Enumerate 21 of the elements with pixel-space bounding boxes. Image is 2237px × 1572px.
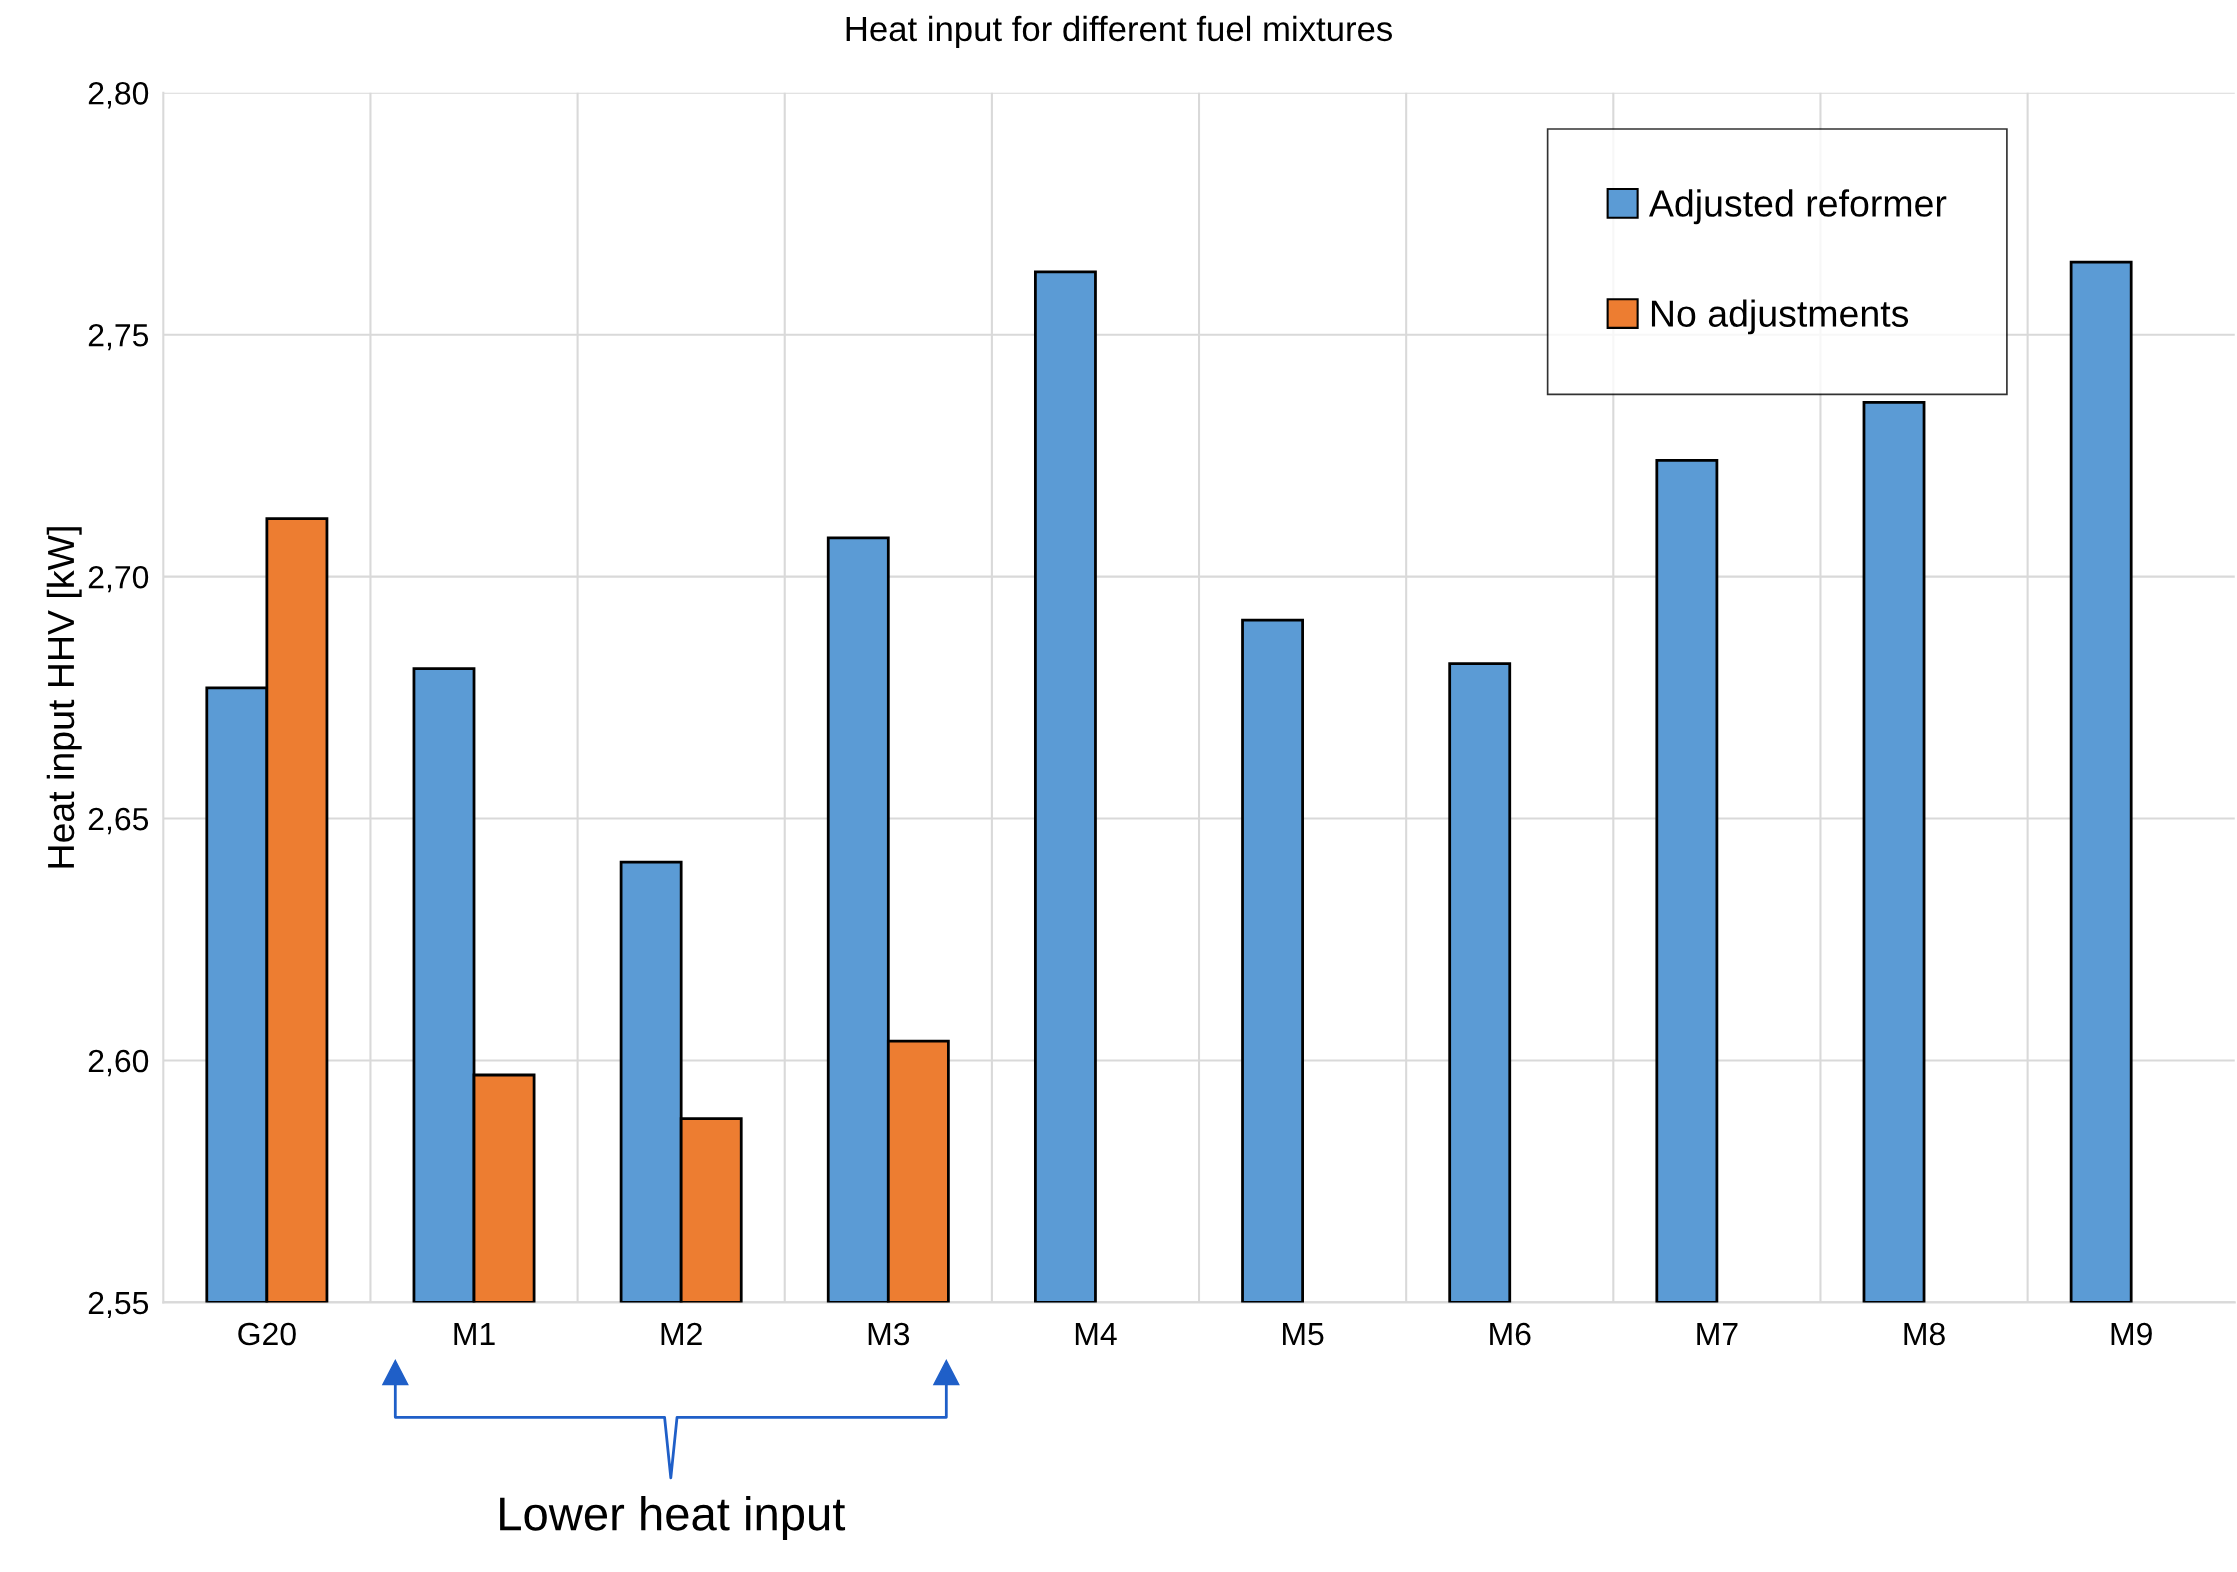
y-axis-title: Heat input HHV [kW] [46,527,82,868]
chart-title: Heat input for different fuel mixtures [846,15,1392,49]
x-tick-label: M9 [2111,1322,2152,1346]
x-tick-label: M3 [868,1322,910,1346]
y-tick-label: 2,60 [88,1049,149,1077]
x-tick-label: M1 [454,1323,495,1345]
x-tick-label: M4 [1075,1323,1117,1345]
y-tick-label: 2,70 [88,565,149,593]
text: Lower heat input [500,1495,846,1540]
y-tick-label: 2,65 [88,807,149,835]
x-tick-label: M5 [1283,1323,1324,1346]
legend-label: No adjustments [1651,299,1909,335]
x-tick-label: M8 [1904,1322,1945,1346]
x-tick-label: M6 [1490,1322,1531,1346]
y-tick-label: 2,80 [88,82,149,109]
legend-label: Adjusted reformer [1648,189,1947,225]
x-tick-label: M7 [1697,1323,1738,1345]
y-tick-label: 2,55 [88,1291,149,1319]
x-tick-label: M2 [661,1322,702,1345]
y-tick-label: 2,75 [88,323,149,351]
x-tick-label: G20 [238,1322,296,1346]
